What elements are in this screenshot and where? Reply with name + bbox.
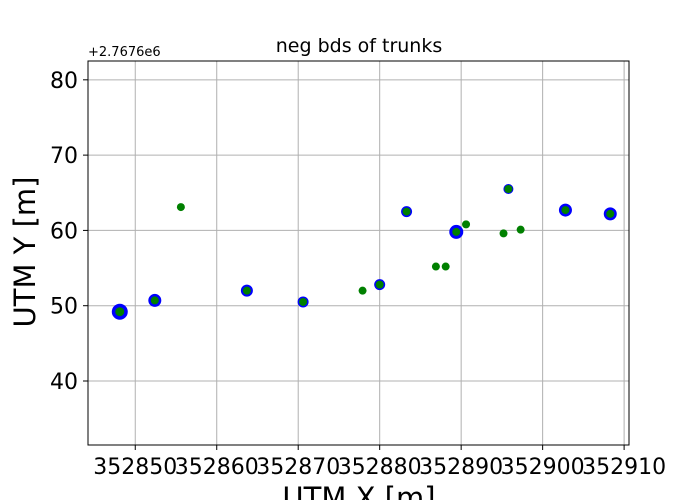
data-points xyxy=(111,184,617,320)
scatter-point xyxy=(150,296,159,305)
grid-lines xyxy=(88,61,629,445)
scatter-point xyxy=(441,262,450,271)
scatter-point xyxy=(402,207,411,216)
scatter-point xyxy=(499,229,508,238)
scatter-point xyxy=(561,206,570,215)
x-tick-label: 352910 xyxy=(582,455,666,480)
scatter-point xyxy=(504,185,513,193)
y-tick-label: 40 xyxy=(50,370,78,395)
y-tick-label: 80 xyxy=(50,69,78,94)
x-tick-label: 352860 xyxy=(175,455,259,480)
x-tick-label: 352870 xyxy=(256,455,340,480)
scatter-point xyxy=(242,286,251,295)
scatter-point xyxy=(431,262,440,271)
axis-ticks: 3528503528603528703528803528903529003529… xyxy=(50,69,666,480)
y-tick-label: 50 xyxy=(50,295,78,320)
y-tick-label: 60 xyxy=(50,219,78,244)
scatter-point xyxy=(358,286,367,295)
scatter-point xyxy=(462,220,471,229)
x-tick-label: 352890 xyxy=(419,455,503,480)
y-offset-label: +2.7676e6 xyxy=(88,45,161,60)
scatter-point xyxy=(375,280,384,289)
scatter-series xyxy=(111,184,617,320)
x-tick-label: 352850 xyxy=(93,455,177,480)
x-axis-label: UTM X [m] xyxy=(282,481,435,500)
scatter-point xyxy=(606,209,615,218)
scatter-point xyxy=(176,203,185,212)
plot-frame xyxy=(87,60,630,446)
scatter-point xyxy=(115,307,125,317)
x-tick-label: 352900 xyxy=(501,455,585,480)
y-tick-label: 70 xyxy=(50,144,78,169)
scatter-series xyxy=(115,185,615,317)
y-axis-label: UTM Y [m] xyxy=(8,177,42,328)
x-tick-label: 352880 xyxy=(338,455,422,480)
scatter-point xyxy=(516,225,525,234)
scatter-point xyxy=(452,227,461,236)
chart-title: neg bds of trunks xyxy=(276,35,443,57)
scatter-point xyxy=(299,297,308,306)
